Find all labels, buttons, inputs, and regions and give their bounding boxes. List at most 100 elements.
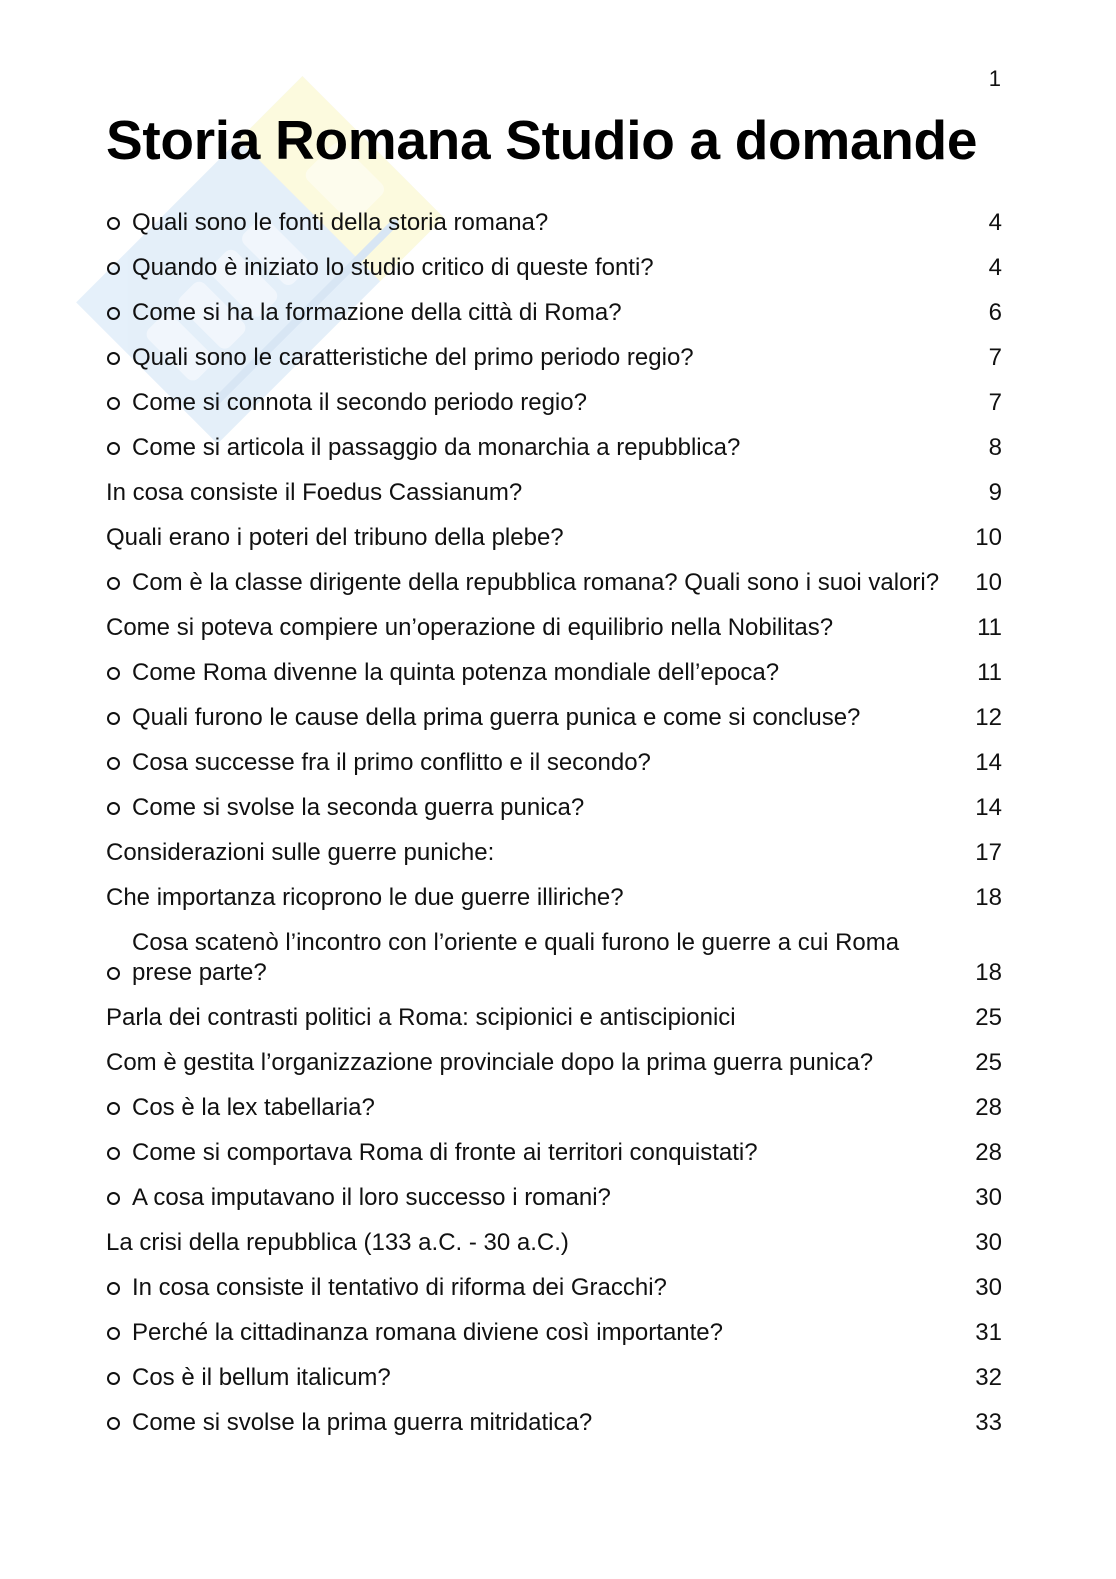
toc-entry[interactable]: Perché la cittadinanza romana diviene co… <box>106 1318 1002 1348</box>
toc-entry[interactable]: Come si comportava Roma di fronte ai ter… <box>106 1138 1002 1168</box>
toc-entry-page: 6 <box>988 299 1002 326</box>
toc-entry-title: Cos è la lex tabellaria? <box>132 1094 375 1121</box>
toc-entry[interactable]: Come si svolse la seconda guerra punica?… <box>106 793 1002 823</box>
toc-entry-title: Cos è il bellum italicum? <box>132 1364 391 1391</box>
toc-entry-title: A cosa imputavano il loro successo i rom… <box>132 1184 611 1211</box>
toc-entry-title: Quali erano i poteri del tribuno della p… <box>106 524 564 551</box>
toc-entry-page: 30 <box>975 1229 1002 1256</box>
circle-bullet-icon <box>106 1363 132 1393</box>
toc-entry-page: 7 <box>988 344 1002 371</box>
toc-entry[interactable]: Considerazioni sulle guerre puniche: 17 <box>106 838 1002 868</box>
toc-entry-title: Come si svolse la seconda guerra punica? <box>132 794 585 821</box>
circle-bullet-icon <box>106 658 132 688</box>
toc-entry[interactable]: Cos è il bellum italicum? 32 <box>106 1363 1002 1393</box>
toc-entry-page: 18 <box>975 959 1002 986</box>
toc-entry[interactable]: Come si ha la formazione della città di … <box>106 298 1002 328</box>
toc-entry-title: Perché la cittadinanza romana diviene co… <box>132 1319 723 1346</box>
toc-entry-page: 14 <box>975 749 1002 776</box>
toc-entry[interactable]: Come Roma divenne la quinta potenza mond… <box>106 658 1002 688</box>
toc-entry-page: 4 <box>988 254 1002 281</box>
toc-entry-page: 28 <box>975 1094 1002 1121</box>
toc-entry[interactable]: Come si articola il passaggio da monarch… <box>106 433 1002 463</box>
toc-entry[interactable]: Quando è iniziato lo studio critico di q… <box>106 253 1002 283</box>
toc-entry[interactable]: Come si svolse la prima guerra mitridati… <box>106 1408 1002 1438</box>
page-number: 1 <box>988 66 1001 91</box>
toc-entry[interactable]: La crisi della repubblica (133 a.C. - 30… <box>106 1228 1002 1258</box>
circle-bullet-icon <box>106 1138 132 1168</box>
toc-entry[interactable]: Come si connota il secondo periodo regio… <box>106 388 1002 418</box>
toc-entry-page: 7 <box>988 389 1002 416</box>
toc-entry-page: 31 <box>975 1319 1002 1346</box>
toc-entry-title: In cosa consiste il tentativo di riforma… <box>132 1274 667 1301</box>
toc-entry-title: Come si connota il secondo periodo regio… <box>132 389 587 416</box>
page-title: Storia Romana Studio a domande <box>106 109 978 171</box>
toc-entry-page: 8 <box>988 434 1002 461</box>
toc-entry-page: 28 <box>975 1139 1002 1166</box>
toc-entry-title: In cosa consiste il Foedus Cassianum? <box>106 479 523 506</box>
toc-entry[interactable]: Cosa successe fra il primo conflitto e i… <box>106 748 1002 778</box>
toc-entry-title: Che importanza ricoprono le due guerre i… <box>106 884 624 911</box>
circle-bullet-icon <box>106 253 132 283</box>
toc-entry-title: Quali sono le fonti della storia romana? <box>132 209 549 236</box>
toc-entry-page: 9 <box>988 479 1002 506</box>
toc-entry-page: 30 <box>975 1184 1002 1211</box>
circle-bullet-icon <box>106 1093 132 1123</box>
circle-bullet-icon <box>106 343 132 373</box>
toc-entry-page: 33 <box>975 1409 1002 1436</box>
toc-entry[interactable]: Com è gestita l’organizzazione provincia… <box>106 1048 1002 1078</box>
toc-entry-page: 12 <box>975 704 1002 731</box>
toc-entry[interactable]: Che importanza ricoprono le due guerre i… <box>106 883 1002 913</box>
toc-entry-page: 18 <box>975 884 1002 911</box>
circle-bullet-icon <box>106 1408 132 1438</box>
toc-entry-title: La crisi della repubblica (133 a.C. - 30… <box>106 1229 569 1256</box>
toc-entry-page: 10 <box>975 569 1002 596</box>
toc-entry[interactable]: Come si poteva compiere un’operazione di… <box>106 613 1002 643</box>
toc-entry-title: Come si comportava Roma di fronte ai ter… <box>132 1139 758 1166</box>
toc-entry-title: Come si poteva compiere un’operazione di… <box>106 614 834 641</box>
toc-entry-title: Come si articola il passaggio da monarch… <box>132 434 741 461</box>
toc-entry-page: 11 <box>977 659 1002 686</box>
toc-entry-title: Cosa successe fra il primo conflitto e i… <box>132 749 651 776</box>
toc-entry[interactable]: In cosa consiste il tentativo di riforma… <box>106 1273 1002 1303</box>
toc-entry[interactable]: Cos è la lex tabellaria? 28 <box>106 1093 1002 1123</box>
toc-entry-page: 25 <box>975 1049 1002 1076</box>
toc-entry-title: Come Roma divenne la quinta potenza mond… <box>132 659 780 686</box>
toc-entry-title: Com è la classe dirigente della repubbli… <box>132 569 940 596</box>
toc-entry-title: Quando è iniziato lo studio critico di q… <box>132 254 654 281</box>
toc-entry-page: 25 <box>975 1004 1002 1031</box>
toc-entry[interactable]: Cosa scatenò l’incontro con l’oriente e … <box>106 928 1002 988</box>
circle-bullet-icon <box>106 958 132 988</box>
toc-entry[interactable]: Quali furono le cause della prima guerra… <box>106 703 1002 733</box>
toc-entry-page: 14 <box>975 794 1002 821</box>
circle-bullet-icon <box>106 1273 132 1303</box>
toc-entry-page: 30 <box>975 1274 1002 1301</box>
toc-entry-page: 17 <box>975 839 1002 866</box>
toc-entry[interactable]: Quali sono le caratteristiche del primo … <box>106 343 1002 373</box>
toc-entry-title: Quali furono le cause della prima guerra… <box>132 704 861 731</box>
toc-entry[interactable]: Quali sono le fonti della storia romana?… <box>106 208 1002 238</box>
toc-entry[interactable]: Com è la classe dirigente della repubbli… <box>106 568 1002 598</box>
toc-entry-title: Parla dei contrasti politici a Roma: sci… <box>106 1004 736 1031</box>
toc-entry-title: Com è gestita l’organizzazione provincia… <box>106 1049 874 1076</box>
table-of-contents: Quali sono le fonti della storia romana?… <box>106 208 1002 1453</box>
circle-bullet-icon <box>106 703 132 733</box>
toc-entry[interactable]: Quali erano i poteri del tribuno della p… <box>106 523 1002 553</box>
circle-bullet-icon <box>106 568 132 598</box>
toc-entry[interactable]: In cosa consiste il Foedus Cassianum? 9 <box>106 478 1002 508</box>
toc-entry[interactable]: A cosa imputavano il loro successo i rom… <box>106 1183 1002 1213</box>
circle-bullet-icon <box>106 433 132 463</box>
circle-bullet-icon <box>106 748 132 778</box>
toc-entry-title: Come si svolse la prima guerra mitridati… <box>132 1409 593 1436</box>
toc-entry-page: 32 <box>975 1364 1002 1391</box>
circle-bullet-icon <box>106 208 132 238</box>
toc-entry[interactable]: Parla dei contrasti politici a Roma: sci… <box>106 1003 1002 1033</box>
circle-bullet-icon <box>106 1318 132 1348</box>
circle-bullet-icon <box>106 793 132 823</box>
toc-entry-page: 11 <box>977 614 1002 641</box>
toc-entry-title: Come si ha la formazione della città di … <box>132 299 622 326</box>
toc-entry-page: 4 <box>988 209 1002 236</box>
circle-bullet-icon <box>106 1183 132 1213</box>
toc-entry-page: 10 <box>975 524 1002 551</box>
circle-bullet-icon <box>106 298 132 328</box>
toc-entry-title: Cosa scatenò l’incontro con l’oriente e … <box>132 929 900 986</box>
